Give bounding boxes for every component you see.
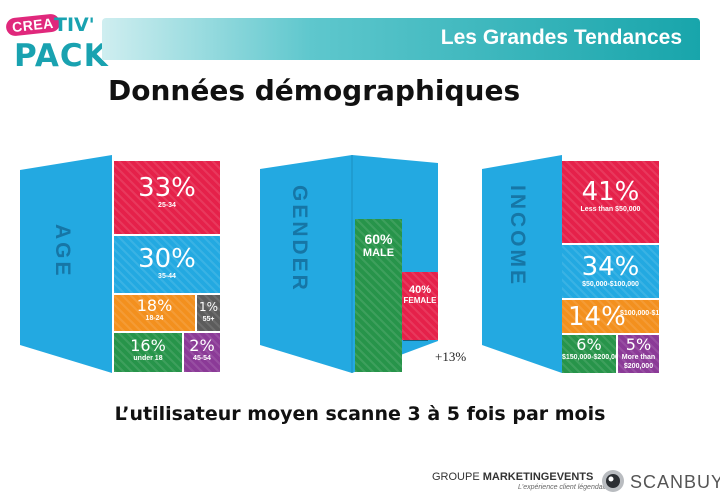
- age-range: 55+: [202, 316, 215, 323]
- female-label: FEMALE: [403, 296, 437, 305]
- gender-female-segment: 40% FEMALE: [402, 272, 438, 340]
- marketingevents-text: MARKETINGEVENTS: [482, 471, 594, 483]
- age-segment-25-34: 33% 25-34: [114, 161, 220, 234]
- age-segment-35-44: 30% 35-44: [114, 236, 220, 293]
- income-segment-under-50k: 41% Less than $50,000: [562, 161, 659, 243]
- gender-label: GENDER: [288, 185, 311, 293]
- age-pct: 33%: [138, 173, 196, 203]
- male-pct: 60%: [364, 231, 393, 247]
- age-segment-45-54: 2% 45-54: [184, 333, 220, 372]
- income-pct: 6%: [576, 335, 602, 354]
- income-range: $100,000-$150,000: [620, 310, 659, 317]
- banner-title: Les Grandes Tendances: [440, 26, 682, 49]
- income-segment-100k-150k: 14% $100,000-$150,000: [562, 300, 659, 333]
- income-range: More than $200,000: [621, 354, 656, 370]
- income-cube-side: [482, 155, 562, 373]
- age-pct: 18%: [136, 296, 173, 315]
- income-segment-150k-200k: 6% $150,000-$200,000: [562, 335, 616, 373]
- income-segment-over-200k: 5% More than $200,000: [618, 335, 659, 373]
- income-range: $50,000-$100,000: [582, 281, 639, 288]
- age-pct: 1%: [198, 300, 219, 314]
- income-range: Less than $50,000: [580, 206, 641, 213]
- summary-caption: L’utilisateur moyen scanne 3 à 5 fois pa…: [114, 403, 606, 425]
- age-cube-side: [20, 155, 112, 373]
- age-range: 18-24: [145, 315, 164, 322]
- logo-tiv: TIV': [54, 14, 95, 36]
- logo-pack: PACK: [14, 38, 109, 74]
- income-segment-50k-100k: 34% $50,000-$100,000: [562, 245, 659, 298]
- groupe-text: GROUPE: [432, 471, 480, 483]
- income-pct: 5%: [625, 335, 652, 354]
- income-pct: 14%: [568, 302, 626, 332]
- creativpack-logo: CREA TIV' PACK: [4, 8, 108, 74]
- scanbuy-text: SCANBUY: [630, 472, 720, 492]
- scanbuy-eye-icon: [602, 470, 624, 492]
- tagline-text: L'expérience client légendaire: [518, 484, 611, 491]
- income-label: INCOME: [506, 185, 529, 287]
- age-segment-18-24: 18% 18-24: [114, 295, 195, 331]
- age-pct: 16%: [130, 336, 166, 355]
- age-pct: 30%: [138, 244, 196, 274]
- income-range: $150,000-$200,000: [562, 354, 616, 361]
- gender-note: +13%: [435, 349, 467, 364]
- gender-cube-shape: [260, 155, 438, 373]
- logo-crea: CREA: [5, 13, 61, 37]
- age-label: AGE: [51, 224, 74, 279]
- male-label: MALE: [362, 247, 395, 259]
- page-title: Données démographiques: [108, 74, 521, 107]
- scanbuy-logo: SCANBUY: [598, 468, 720, 494]
- female-pct: 40%: [408, 284, 432, 296]
- age-pct: 2%: [189, 336, 215, 355]
- age-range: 35-44: [158, 273, 176, 280]
- income-pct: 34%: [581, 252, 640, 282]
- age-range: 25-34: [158, 202, 176, 209]
- marketingevents-logo: GROUPE MARKETINGEVENTS L'expérience clie…: [432, 471, 610, 491]
- age-segment-55-plus: 1% 55+: [197, 295, 220, 331]
- gender-male-segment: 60% MALE: [355, 219, 402, 372]
- age-range: 45-54: [193, 355, 211, 362]
- section-banner: Les Grandes Tendances: [102, 18, 700, 60]
- age-range: under 18: [133, 355, 163, 362]
- age-segment-under-18: 16% under 18: [114, 333, 182, 372]
- income-pct: 41%: [581, 177, 640, 207]
